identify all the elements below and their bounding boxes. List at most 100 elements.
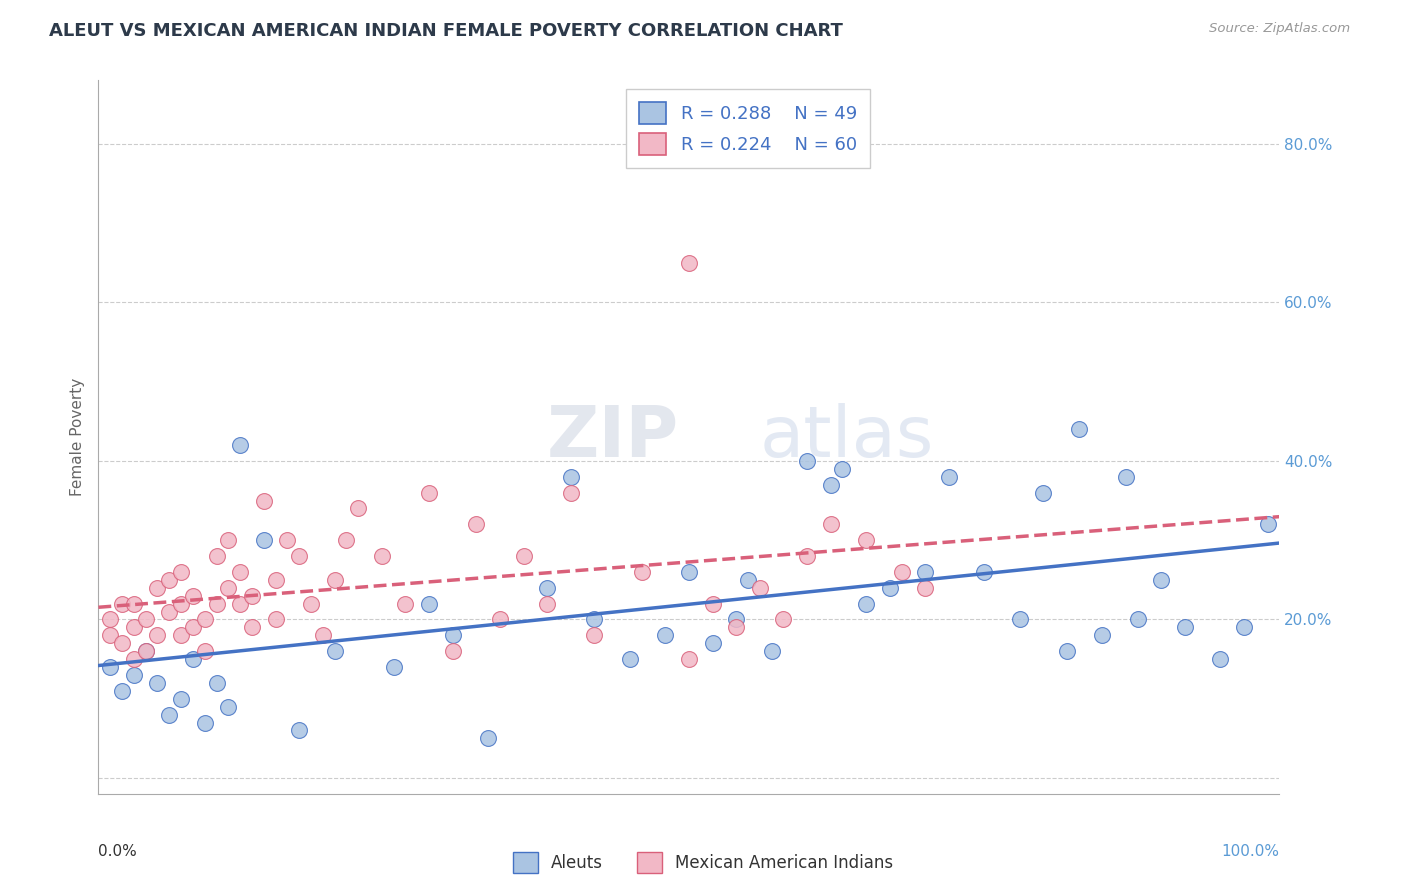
Point: [157, 707, 180, 722]
Point: [1067, 422, 1090, 436]
Y-axis label: Female Poverty: Female Poverty: [69, 378, 84, 496]
Point: [654, 628, 676, 642]
Point: [111, 636, 134, 650]
Point: [229, 565, 252, 579]
Point: [264, 612, 287, 626]
Point: [181, 652, 204, 666]
Point: [1126, 612, 1149, 626]
Point: [725, 620, 748, 634]
Point: [583, 612, 606, 626]
Text: 0.0%: 0.0%: [98, 844, 138, 859]
Point: [441, 628, 464, 642]
Point: [748, 581, 770, 595]
Point: [1233, 620, 1256, 634]
Point: [630, 565, 652, 579]
Point: [217, 699, 239, 714]
Point: [157, 573, 180, 587]
Point: [146, 628, 169, 642]
Legend: Aleuts, Mexican American Indians: Aleuts, Mexican American Indians: [506, 846, 900, 880]
Text: atlas: atlas: [759, 402, 934, 472]
Point: [122, 620, 145, 634]
Point: [264, 573, 287, 587]
Point: [288, 723, 311, 738]
Point: [1209, 652, 1232, 666]
Point: [477, 731, 499, 746]
Point: [702, 636, 724, 650]
Point: [1056, 644, 1078, 658]
Point: [465, 517, 488, 532]
Point: [879, 581, 901, 595]
Point: [135, 612, 157, 626]
Point: [122, 668, 145, 682]
Point: [253, 493, 276, 508]
Point: [855, 533, 877, 548]
Point: [240, 620, 263, 634]
Point: [914, 581, 936, 595]
Point: [371, 549, 394, 563]
Point: [181, 620, 204, 634]
Point: [229, 438, 252, 452]
Point: [973, 565, 995, 579]
Point: [229, 597, 252, 611]
Point: [1008, 612, 1031, 626]
Point: [323, 573, 346, 587]
Point: [938, 469, 960, 483]
Point: [441, 644, 464, 658]
Point: [98, 612, 121, 626]
Point: [536, 581, 558, 595]
Point: [1257, 517, 1279, 532]
Point: [146, 581, 169, 595]
Point: [382, 660, 405, 674]
Point: [312, 628, 335, 642]
Point: [1174, 620, 1197, 634]
Point: [796, 454, 818, 468]
Point: [619, 652, 641, 666]
Point: [914, 565, 936, 579]
Point: [194, 715, 217, 730]
Point: [205, 676, 228, 690]
Text: 100.0%: 100.0%: [1222, 844, 1279, 859]
Point: [737, 573, 759, 587]
Point: [678, 255, 700, 269]
Point: [831, 462, 853, 476]
Point: [512, 549, 534, 563]
Point: [1150, 573, 1173, 587]
Point: [288, 549, 311, 563]
Point: [276, 533, 298, 548]
Point: [560, 485, 582, 500]
Point: [111, 683, 134, 698]
Point: [181, 589, 204, 603]
Point: [335, 533, 357, 548]
Point: [536, 597, 558, 611]
Point: [240, 589, 263, 603]
Point: [135, 644, 157, 658]
Point: [560, 469, 582, 483]
Point: [323, 644, 346, 658]
Text: ALEUT VS MEXICAN AMERICAN INDIAN FEMALE POVERTY CORRELATION CHART: ALEUT VS MEXICAN AMERICAN INDIAN FEMALE …: [49, 22, 844, 40]
Point: [98, 628, 121, 642]
Point: [394, 597, 416, 611]
Point: [725, 612, 748, 626]
Point: [170, 597, 193, 611]
Point: [418, 485, 440, 500]
Point: [1091, 628, 1114, 642]
Point: [217, 581, 239, 595]
Point: [1032, 485, 1054, 500]
Point: [796, 549, 818, 563]
Point: [772, 612, 794, 626]
Point: [122, 597, 145, 611]
Point: [217, 533, 239, 548]
Point: [1115, 469, 1137, 483]
Text: Source: ZipAtlas.com: Source: ZipAtlas.com: [1209, 22, 1350, 36]
Point: [855, 597, 877, 611]
Point: [489, 612, 512, 626]
Point: [98, 660, 121, 674]
Point: [194, 644, 217, 658]
Text: ZIP: ZIP: [547, 402, 679, 472]
Point: [299, 597, 322, 611]
Point: [583, 628, 606, 642]
Point: [820, 477, 842, 491]
Point: [170, 628, 193, 642]
Point: [157, 605, 180, 619]
Legend: R = 0.288    N = 49, R = 0.224    N = 60: R = 0.288 N = 49, R = 0.224 N = 60: [627, 89, 869, 168]
